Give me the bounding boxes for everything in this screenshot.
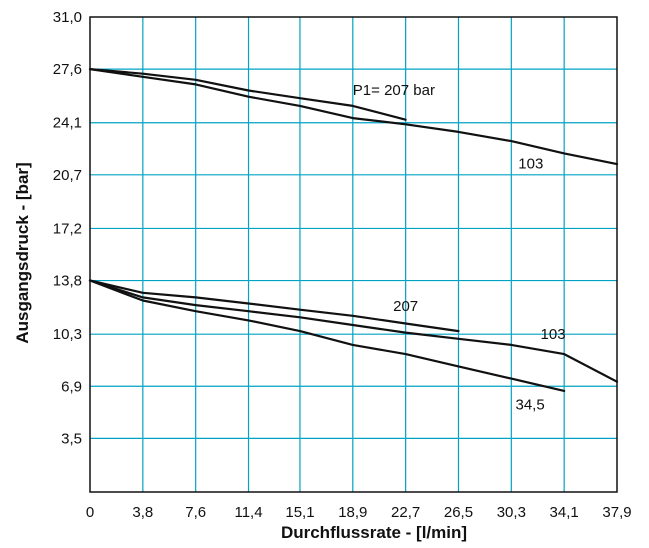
- series-annotation: 103: [541, 326, 566, 343]
- annotations: P1= 207 bar 103 207 103 34,5: [353, 82, 566, 413]
- y-tick-labels: 3,5 6,9 10,3 13,8 17,2 20,7 24,1 27,6 31,0: [53, 9, 82, 447]
- y-tick-label: 24,1: [53, 115, 82, 132]
- x-axis-title: Durchflussrate - [l/min]: [281, 523, 467, 542]
- series-line-4: [88, 279, 619, 383]
- x-tick-label: 7,6: [185, 504, 206, 521]
- x-tick-label: 22,7: [391, 504, 420, 521]
- y-tick-label: 20,7: [53, 167, 82, 184]
- y-axis-title: Ausgangsdruck - [bar]: [13, 162, 32, 343]
- y-tick-label: 31,0: [53, 9, 82, 26]
- series-annotation: 207: [393, 298, 418, 315]
- x-tick-label: 15,1: [285, 504, 314, 521]
- x-tick-label: 11,4: [234, 504, 262, 521]
- grid: [90, 17, 617, 492]
- series-layer: [88, 67, 619, 392]
- series-line-3: [88, 279, 460, 333]
- x-tick-labels: 0 3,8 7,6 11,4 15,1 18,9 22,7 26,5 30,3 34,1 37,9: [86, 504, 632, 521]
- y-tick-label: 6,9: [61, 378, 82, 395]
- x-tick-label: 18,9: [338, 504, 367, 521]
- x-tick-label: 3,8: [132, 504, 153, 521]
- x-tick-label: 0: [86, 504, 94, 521]
- series-annotation: P1= 207 bar: [353, 82, 435, 99]
- series-annotation: 103: [518, 156, 543, 173]
- plot-frame: [89, 16, 618, 493]
- y-tick-label: 10,3: [53, 326, 82, 343]
- y-tick-label: 13,8: [53, 273, 82, 290]
- y-tick-label: 17,2: [53, 220, 82, 237]
- y-tick-label: 27,6: [53, 61, 82, 78]
- x-tick-label: 30,3: [497, 504, 526, 521]
- x-tick-label: 34,1: [550, 504, 579, 521]
- series-line-1: [88, 67, 407, 121]
- series-annotation: 34,5: [515, 396, 544, 413]
- series-line-2: [88, 67, 619, 166]
- y-tick-label: 3,5: [61, 430, 82, 447]
- x-tick-label: 26,5: [444, 504, 473, 521]
- x-tick-label: 37,9: [602, 504, 631, 521]
- series-line-5: [88, 279, 566, 392]
